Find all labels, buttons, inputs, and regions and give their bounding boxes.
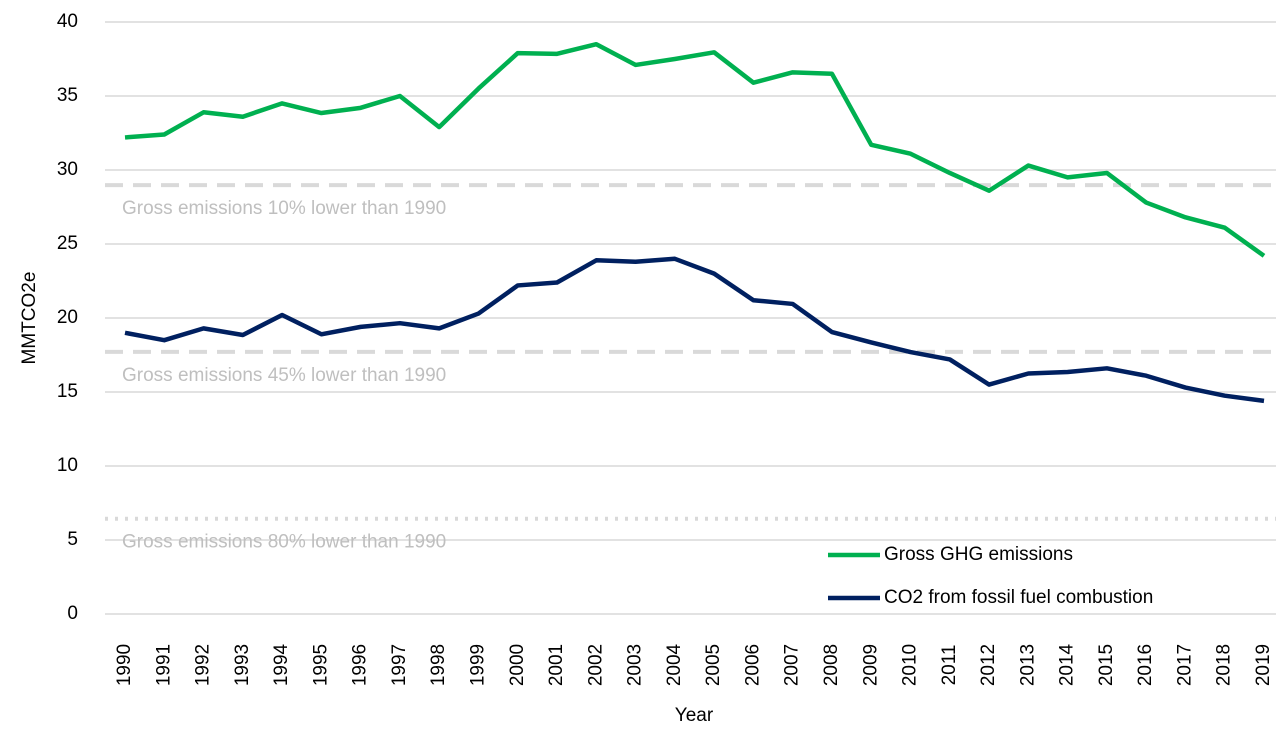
reference-label: Gross emissions 80% lower than 1990 [122, 532, 446, 553]
y-tick-label: 15 [57, 381, 78, 402]
y-tick-label: 30 [57, 159, 78, 180]
x-tick-label: 2010 [900, 644, 921, 686]
y-tick-label: 25 [57, 233, 78, 254]
x-tick-label: 2012 [978, 644, 999, 686]
x-tick-label: 2015 [1096, 644, 1117, 686]
y-tick-label: 0 [67, 603, 78, 624]
x-tick-label: 2014 [1057, 643, 1078, 686]
x-tick-label: 1992 [193, 644, 214, 686]
x-tick-label: 2008 [821, 644, 842, 686]
reference-label: Gross emissions 10% lower than 1990 [122, 198, 446, 219]
x-tick-label: 2000 [507, 644, 528, 686]
x-tick-label: 2018 [1214, 644, 1235, 686]
reference-label: Gross emissions 45% lower than 1990 [122, 365, 446, 386]
y-tick-label: 5 [67, 529, 78, 550]
x-tick-label: 2004 [664, 643, 685, 686]
series-line [124, 41, 1266, 258]
x-tick-label: 1999 [467, 644, 488, 686]
x-tick-label: 1991 [153, 644, 174, 686]
x-tick-label: 1998 [428, 644, 449, 686]
x-tick-label: 1990 [114, 644, 135, 686]
y-tick-label: 20 [57, 307, 78, 328]
x-tick-label: 1997 [389, 644, 410, 686]
x-tick-label: 1995 [310, 644, 331, 686]
x-tick-label: 2002 [585, 644, 606, 686]
x-tick-label: 2001 [546, 644, 567, 686]
x-tick-label: 2019 [1253, 644, 1274, 686]
x-tick-label: 2003 [625, 644, 646, 686]
series-line [124, 256, 1265, 404]
x-tick-label: 2011 [939, 645, 960, 686]
legend-label: CO2 from fossil fuel combustion [884, 587, 1153, 608]
y-axis-label: MMTCO2e [19, 272, 40, 365]
x-tick-label: 2017 [1174, 644, 1195, 686]
x-tick-label: 2005 [703, 644, 724, 686]
x-tick-label: 1994 [271, 643, 292, 686]
y-tick-label: 10 [57, 455, 78, 476]
x-axis-label: Year [675, 705, 714, 726]
legend-label: Gross GHG emissions [884, 544, 1073, 565]
x-tick-label: 1993 [232, 644, 253, 686]
x-tick-label: 2013 [1017, 644, 1038, 686]
y-tick-label: 35 [57, 85, 78, 106]
x-tick-label: 2016 [1135, 644, 1156, 686]
x-tick-label: 1996 [350, 644, 371, 686]
y-tick-label: 40 [57, 11, 78, 32]
x-tick-label: 2006 [742, 644, 763, 686]
x-tick-label: 2009 [860, 644, 881, 686]
x-tick-label: 2007 [782, 644, 803, 686]
